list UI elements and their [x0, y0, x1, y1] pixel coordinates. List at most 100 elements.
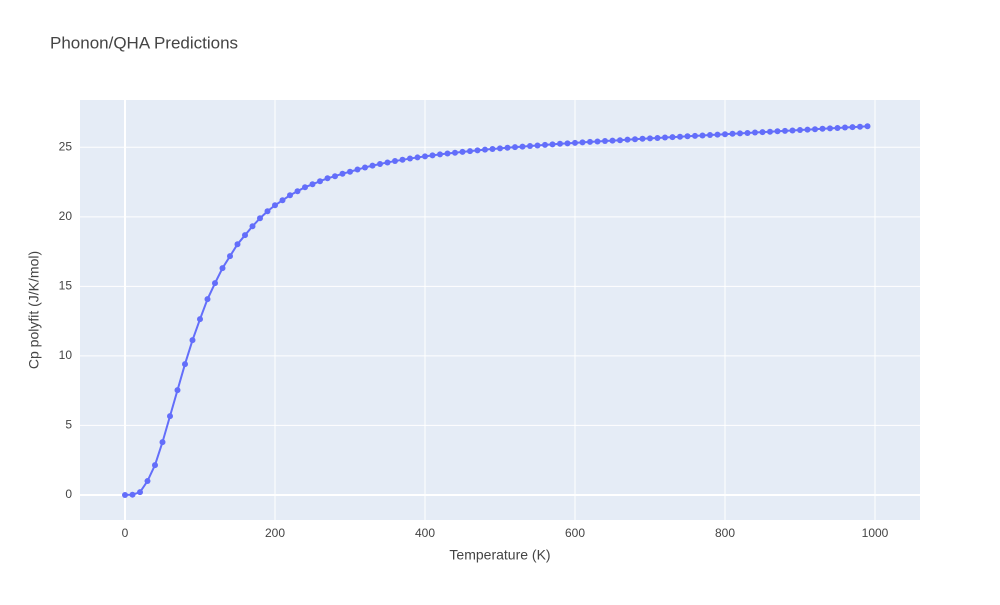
data-point — [264, 208, 271, 215]
data-point — [617, 137, 623, 144]
data-point — [774, 128, 781, 135]
data-point — [632, 136, 638, 143]
data-point — [692, 132, 698, 139]
x-tick-label: 600 — [565, 526, 585, 540]
data-point — [534, 142, 541, 149]
x-tick-label: 800 — [715, 526, 735, 540]
data-point — [332, 173, 338, 180]
data-point — [512, 144, 518, 151]
data-point — [354, 166, 361, 173]
data-point — [227, 253, 233, 260]
data-point — [174, 387, 181, 394]
data-point — [279, 197, 286, 204]
data-point — [407, 155, 413, 162]
data-point — [467, 148, 473, 155]
data-point — [767, 128, 773, 135]
data-point — [242, 232, 248, 239]
data-point — [797, 127, 803, 134]
data-point — [669, 134, 676, 141]
y-tick-label: 10 — [59, 348, 73, 362]
data-point — [579, 139, 586, 146]
data-point — [857, 123, 863, 130]
data-point — [587, 138, 593, 145]
data-point — [137, 489, 143, 496]
data-point — [729, 130, 736, 137]
data-point — [429, 152, 436, 159]
data-point — [684, 133, 691, 140]
data-point — [452, 149, 458, 156]
data-point — [219, 265, 226, 272]
data-point — [744, 129, 751, 136]
data-point — [594, 138, 601, 145]
data-point — [647, 135, 653, 142]
data-point — [759, 129, 766, 136]
data-point — [392, 158, 398, 165]
data-point — [572, 139, 578, 146]
data-point — [489, 145, 496, 152]
data-point — [849, 124, 856, 131]
data-point — [234, 241, 241, 248]
data-point — [347, 168, 353, 175]
data-point — [804, 126, 811, 133]
data-point — [144, 478, 151, 485]
data-point — [384, 159, 391, 166]
plot-area — [80, 100, 920, 520]
data-point — [474, 147, 481, 154]
data-point — [482, 146, 488, 153]
data-point — [159, 439, 166, 446]
data-point — [842, 124, 848, 131]
data-point — [752, 129, 758, 136]
data-point — [527, 143, 533, 150]
data-point — [864, 123, 871, 130]
x-axis-title: Temperature (K) — [449, 547, 550, 563]
data-point — [287, 192, 293, 199]
x-tick-label: 200 — [265, 526, 285, 540]
data-point — [782, 127, 788, 134]
x-tick-label: 0 — [122, 526, 129, 540]
data-point — [602, 138, 608, 145]
data-point — [677, 133, 683, 140]
data-point — [564, 140, 571, 147]
data-point — [302, 184, 308, 191]
data-point — [414, 154, 421, 161]
data-point — [152, 462, 158, 469]
data-point — [339, 170, 346, 177]
data-point — [624, 136, 631, 143]
data-point — [459, 148, 466, 155]
series-line — [124, 125, 868, 496]
data-point — [399, 156, 406, 163]
y-tick-label: 20 — [59, 209, 73, 223]
x-tick-label: 1000 — [862, 526, 889, 540]
data-point — [129, 491, 136, 498]
data-point — [197, 316, 203, 323]
data-point — [504, 144, 511, 151]
data-point — [309, 181, 316, 188]
data-point — [324, 175, 331, 182]
data-point — [204, 296, 211, 303]
data-point — [789, 127, 796, 134]
data-point — [122, 491, 128, 498]
data-point — [257, 215, 263, 222]
data-point — [294, 188, 301, 195]
data-point — [444, 150, 451, 157]
data-point — [369, 162, 376, 169]
x-tick-label: 400 — [415, 526, 435, 540]
chart-title: Phonon/QHA Predictions — [50, 33, 238, 52]
data-point — [272, 202, 278, 209]
data-point — [549, 141, 556, 148]
data-point — [654, 134, 661, 141]
data-point — [609, 137, 616, 144]
data-point — [437, 151, 443, 158]
y-tick-label: 5 — [65, 418, 72, 432]
y-tick-label: 25 — [59, 139, 73, 153]
y-tick-label: 0 — [65, 487, 72, 501]
data-point — [182, 361, 188, 368]
data-point — [317, 178, 323, 185]
data-point — [189, 337, 196, 344]
data-point — [639, 135, 646, 142]
data-point — [834, 124, 841, 131]
data-point — [542, 141, 548, 148]
data-point — [422, 153, 428, 160]
data-point — [812, 126, 818, 133]
